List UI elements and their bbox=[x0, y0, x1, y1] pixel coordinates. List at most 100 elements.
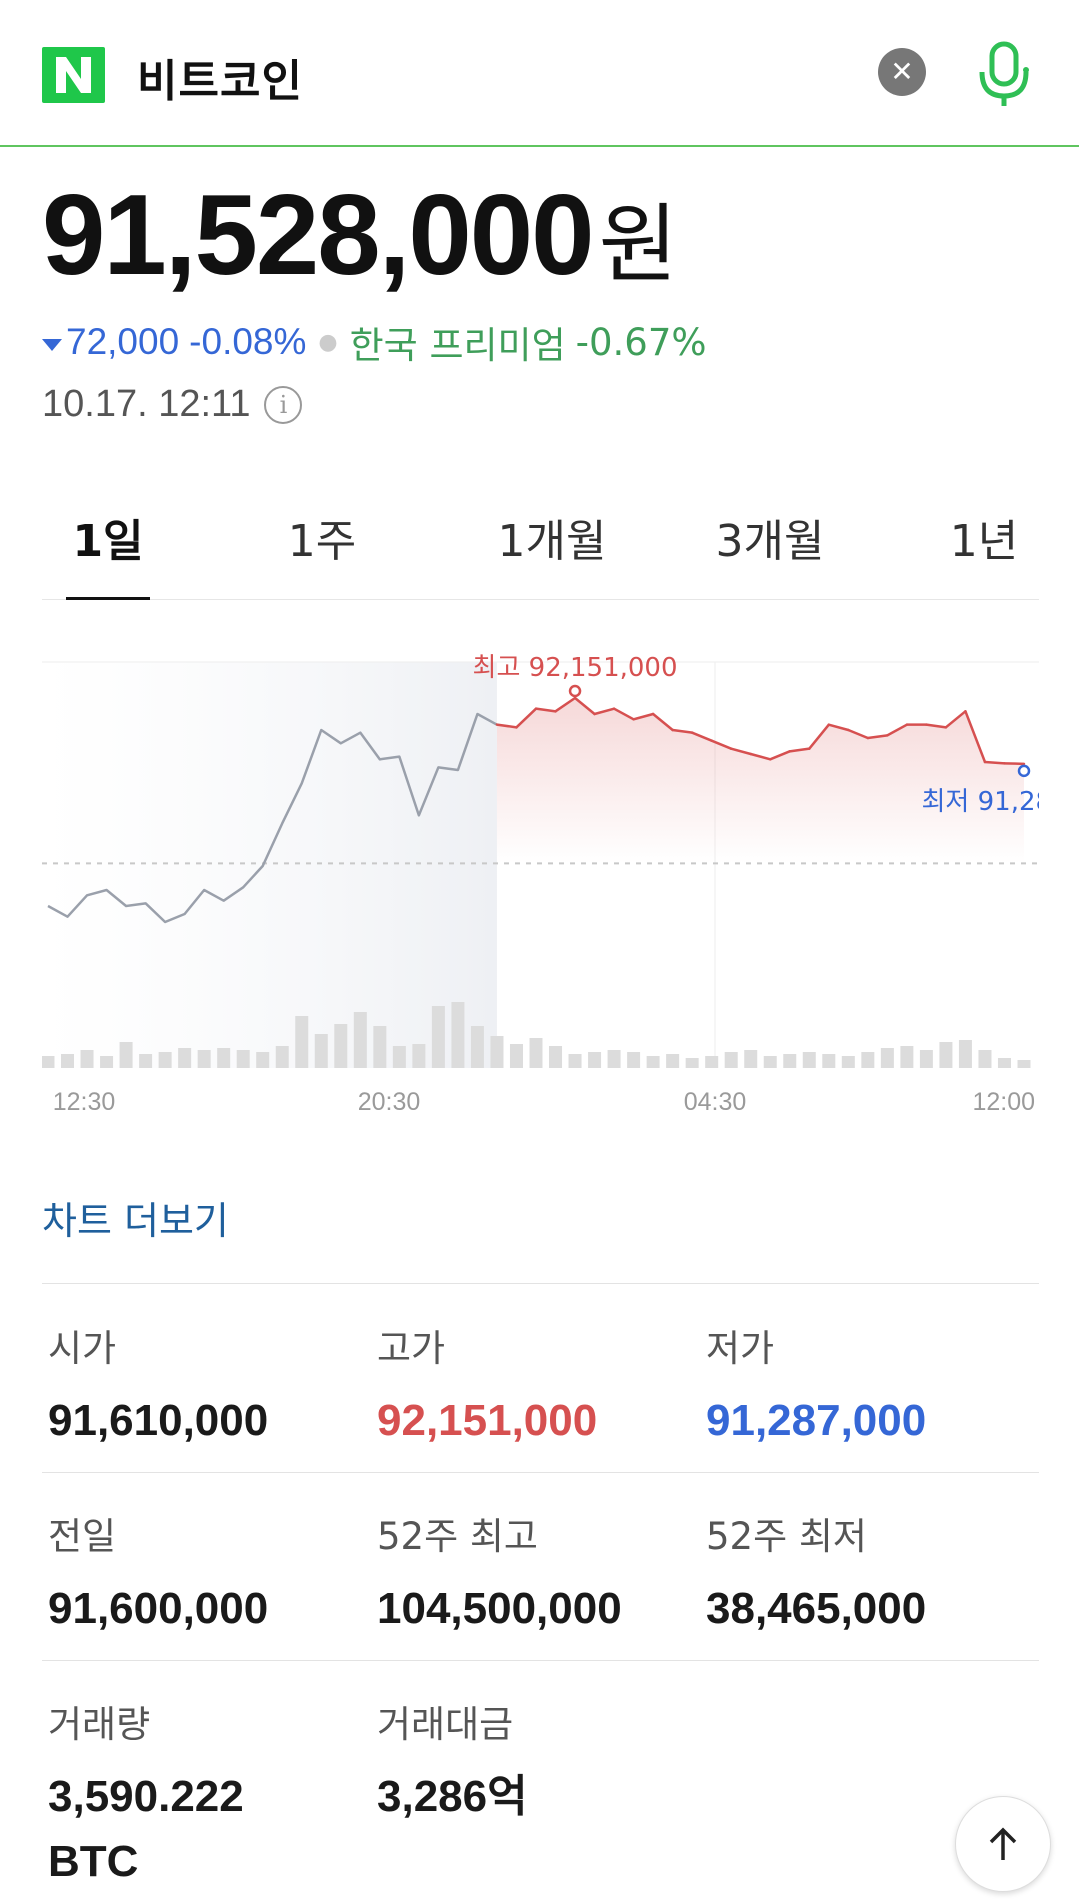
high-marker bbox=[568, 684, 582, 698]
stat-value: 91,610,000 bbox=[48, 1396, 269, 1445]
volume-bar bbox=[997, 1058, 1011, 1068]
volume-bar bbox=[978, 1050, 992, 1068]
volume-bar bbox=[724, 1052, 738, 1068]
volume-bar bbox=[627, 1052, 641, 1068]
price-line-segment bbox=[964, 710, 987, 764]
volume-bar bbox=[880, 1048, 894, 1068]
x-tick-label: 20:30 bbox=[358, 1088, 421, 1116]
more-chart-link[interactable]: 차트 더보기 bbox=[42, 1199, 229, 1243]
price-unit: 원 bbox=[598, 195, 678, 295]
tab-1week[interactable]: 1주 bbox=[287, 516, 357, 567]
low-annotation: 최저 91,287,000 bbox=[922, 787, 1039, 817]
price-change-row: 72,000 -0.08% ● 한국 프리미엄 -0.67% bbox=[42, 315, 707, 369]
separator-dot: ● bbox=[318, 329, 338, 355]
search-query[interactable]: 비트코인 bbox=[137, 56, 303, 107]
price-line-segment bbox=[671, 728, 694, 734]
volume-bar bbox=[763, 1056, 777, 1068]
past-period-shade bbox=[42, 662, 497, 1068]
price-chart[interactable]: 최고 92,151,000 최저 91,287,000 12:30 20:30 04:3… bbox=[42, 640, 1039, 1140]
volume-bar bbox=[158, 1052, 172, 1068]
stat-open: 시가 91,610,000 bbox=[48, 1318, 368, 1453]
price-line-segment bbox=[944, 710, 967, 729]
volume-bar bbox=[568, 1054, 582, 1068]
volume-bar bbox=[646, 1056, 660, 1068]
arrow-up-icon bbox=[989, 1827, 1017, 1860]
tab-1month[interactable]: 1개월 bbox=[497, 516, 607, 567]
price-line-segment bbox=[808, 723, 831, 750]
divider bbox=[42, 1472, 1039, 1473]
tab-3month[interactable]: 3개월 bbox=[715, 516, 825, 567]
stat-value: 91,600,000 bbox=[48, 1584, 269, 1633]
stat-label: 시가 bbox=[48, 1327, 117, 1370]
stat-value: 92,151,000 bbox=[377, 1396, 598, 1445]
divider bbox=[42, 1660, 1039, 1661]
volume-bar bbox=[100, 1056, 114, 1068]
volume-bar bbox=[80, 1050, 94, 1068]
volume-bar bbox=[197, 1050, 211, 1068]
volume-bar bbox=[392, 1046, 406, 1068]
price-line-segment bbox=[768, 750, 792, 761]
korea-premium-percent: -0.67% bbox=[575, 320, 707, 364]
period-tabs: 1일 1주 1개월 3개월 1년 bbox=[42, 505, 1039, 600]
volume-bar bbox=[275, 1046, 289, 1068]
scroll-to-top-button[interactable] bbox=[955, 1796, 1051, 1892]
volume-bar bbox=[509, 1044, 523, 1068]
volume-bar bbox=[841, 1056, 855, 1068]
volume-bar bbox=[353, 1012, 367, 1068]
microphone-icon bbox=[979, 41, 1029, 106]
clear-search-button[interactable]: ✕ bbox=[878, 48, 926, 96]
price-line-segment bbox=[925, 723, 948, 729]
volume-bar bbox=[178, 1048, 192, 1068]
volume-bar bbox=[42, 1056, 55, 1068]
price-line-segment bbox=[729, 747, 752, 756]
volume-bar bbox=[217, 1048, 231, 1068]
volume-bar bbox=[822, 1054, 836, 1068]
stat-prev-close: 전일 91,600,000 bbox=[48, 1506, 368, 1641]
volume-bar bbox=[529, 1038, 543, 1068]
price-line-segment bbox=[612, 707, 635, 721]
volume-bar bbox=[490, 1036, 504, 1068]
volume-bar bbox=[939, 1042, 953, 1068]
volume-bar bbox=[236, 1050, 250, 1068]
price-line-segment bbox=[515, 707, 538, 729]
close-icon: ✕ bbox=[890, 55, 914, 88]
volume-bar bbox=[314, 1034, 328, 1068]
price-line-segment bbox=[651, 712, 674, 732]
price-line-segment bbox=[534, 707, 557, 713]
current-price: 91,528,000원 bbox=[42, 170, 678, 301]
volume-bar bbox=[549, 1046, 563, 1068]
naver-logo[interactable] bbox=[42, 47, 105, 103]
volume-bar bbox=[919, 1050, 933, 1068]
info-icon[interactable]: i bbox=[264, 385, 303, 424]
price-line-segment bbox=[827, 723, 850, 732]
high-annotation: 최고 92,151,000 bbox=[473, 653, 678, 683]
tab-1day[interactable]: 1일 bbox=[66, 505, 150, 600]
price-line-segment bbox=[593, 707, 616, 716]
voice-search-button[interactable] bbox=[974, 40, 1034, 108]
stat-52w-low: 52주 최저 38,465,000 bbox=[706, 1506, 1026, 1641]
stat-label: 거래량 bbox=[48, 1703, 151, 1746]
price-line-segment bbox=[886, 723, 909, 737]
stat-value: 3,286억 bbox=[377, 1772, 528, 1821]
volume-bar bbox=[295, 1016, 309, 1068]
volume-bar bbox=[900, 1046, 914, 1068]
volume-bar bbox=[139, 1054, 153, 1068]
volume-bar bbox=[256, 1052, 270, 1068]
stat-label: 저가 bbox=[706, 1327, 775, 1370]
volume-bar bbox=[412, 1044, 426, 1068]
price-line-segment bbox=[710, 739, 733, 750]
price-area-up bbox=[496, 698, 1025, 864]
stat-low: 저가 91,287,000 bbox=[706, 1318, 1026, 1453]
volume-bar bbox=[470, 1026, 484, 1068]
price-value: 91,528,000 bbox=[42, 172, 595, 299]
korea-premium-label: 한국 프리미엄 bbox=[349, 324, 566, 367]
price-line-segment bbox=[847, 728, 870, 740]
volume-bar bbox=[451, 1002, 465, 1068]
divider bbox=[42, 1283, 1039, 1284]
price-line-segment bbox=[788, 747, 811, 753]
stat-label: 전일 bbox=[48, 1515, 117, 1558]
change-amount: 72,000 bbox=[66, 321, 180, 362]
tab-1year[interactable]: 1년 bbox=[949, 516, 1019, 567]
price-line-segment bbox=[495, 723, 518, 729]
volume-bar bbox=[666, 1054, 680, 1068]
